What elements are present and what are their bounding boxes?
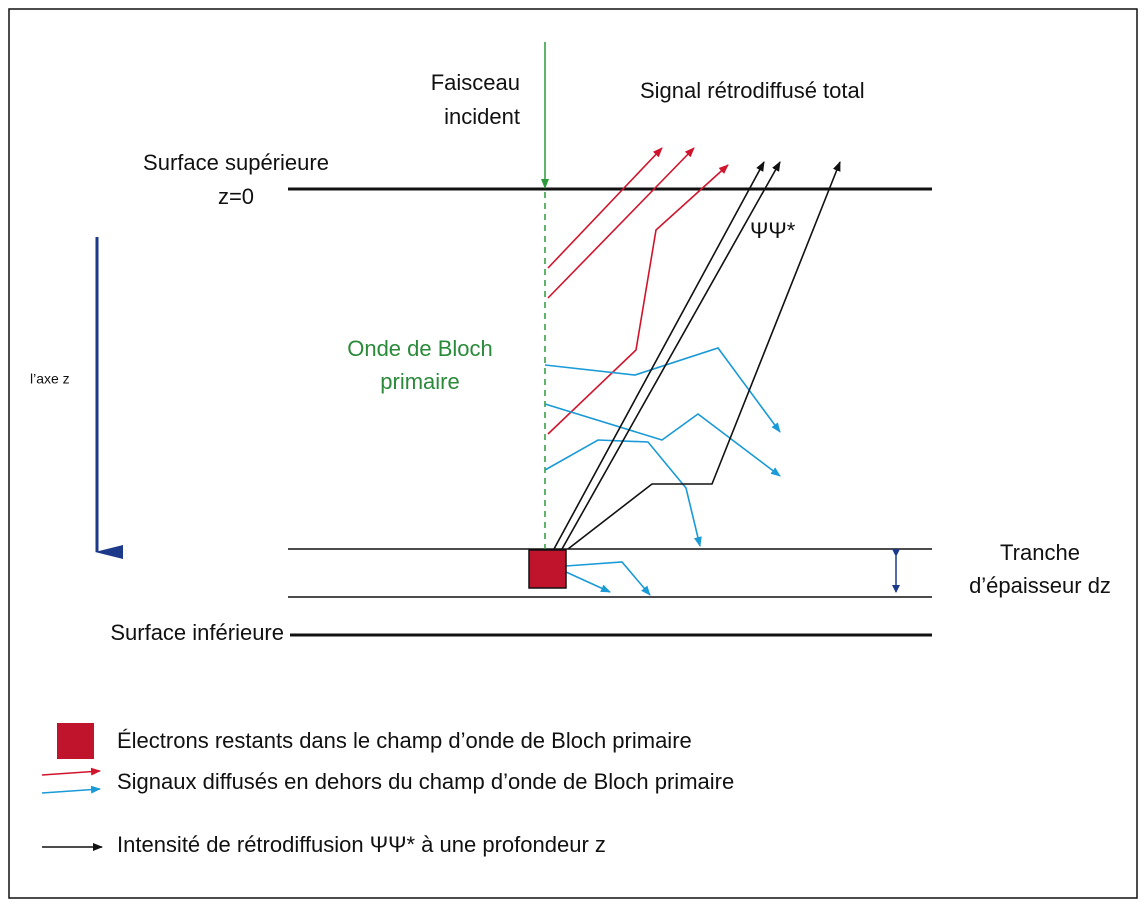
red-arrow <box>547 147 695 299</box>
legend-swatch <box>41 785 101 794</box>
blue-signals <box>544 347 781 596</box>
black-arrow <box>567 161 841 550</box>
legend-swatch <box>57 723 94 759</box>
legend-swatch <box>41 767 101 776</box>
blue-arrow <box>544 347 781 433</box>
legend-text: Intensité de rétrodiffusion ΨΨ* à une pr… <box>117 832 606 857</box>
layers <box>288 187 932 637</box>
legend-text: Électrons restants dans le champ d’onde … <box>117 728 692 753</box>
black-arrow <box>553 161 765 550</box>
electron-square <box>528 549 567 589</box>
total-signal-label: Signal rétrodiffusé total <box>640 78 865 103</box>
blue-arrow <box>544 439 702 547</box>
top-surface-label: Surface supérieure z=0 <box>143 150 329 209</box>
red-signals <box>547 147 729 435</box>
frame <box>8 8 1138 899</box>
blue-arrow <box>544 403 781 477</box>
blue-arrow <box>565 561 651 596</box>
z-axis-label: l’axe z <box>30 371 70 387</box>
legend-text: Signaux diffusés en dehors du champ d’on… <box>117 769 734 794</box>
psi-label: ΨΨ* <box>750 218 796 243</box>
blue-arrow <box>565 571 611 593</box>
red-arrow <box>547 147 663 269</box>
black-arrow <box>561 161 781 550</box>
beam-label: Faisceau incident <box>431 70 520 129</box>
bloch-label: Onde de Bloch primaire <box>347 336 493 394</box>
black-signals <box>553 161 841 550</box>
slice-label: Tranche d’épaisseur dz <box>969 540 1111 598</box>
red-arrow <box>547 164 729 435</box>
bottom-surface-label: Surface inférieure <box>110 620 284 645</box>
